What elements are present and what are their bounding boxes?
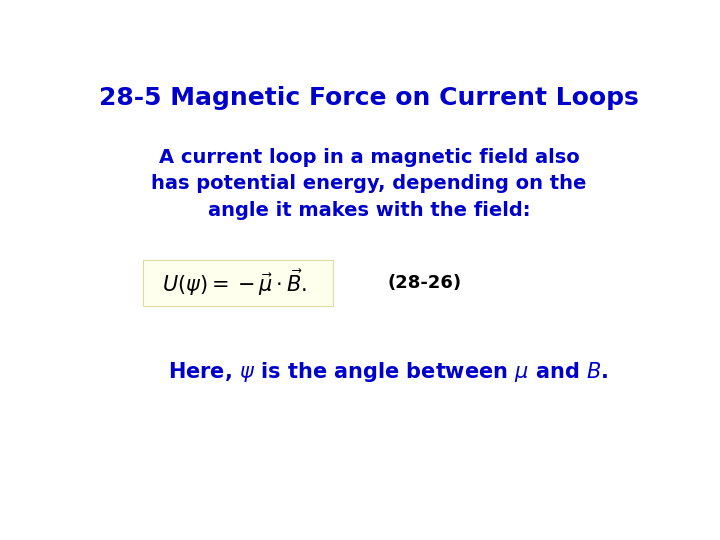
Text: 28-5 Magnetic Force on Current Loops: 28-5 Magnetic Force on Current Loops bbox=[99, 85, 639, 110]
Text: $U(\psi) = -\vec{\mu} \cdot \vec{B}.$: $U(\psi) = -\vec{\mu} \cdot \vec{B}.$ bbox=[163, 268, 307, 299]
Text: A current loop in a magnetic field also
has potential energy, depending on the
a: A current loop in a magnetic field also … bbox=[151, 148, 587, 220]
Text: (28-26): (28-26) bbox=[388, 274, 462, 292]
FancyBboxPatch shape bbox=[143, 260, 333, 306]
Text: Here, $\psi$ is the angle between $\mu$ and $B$.: Here, $\psi$ is the angle between $\mu$ … bbox=[168, 361, 608, 384]
